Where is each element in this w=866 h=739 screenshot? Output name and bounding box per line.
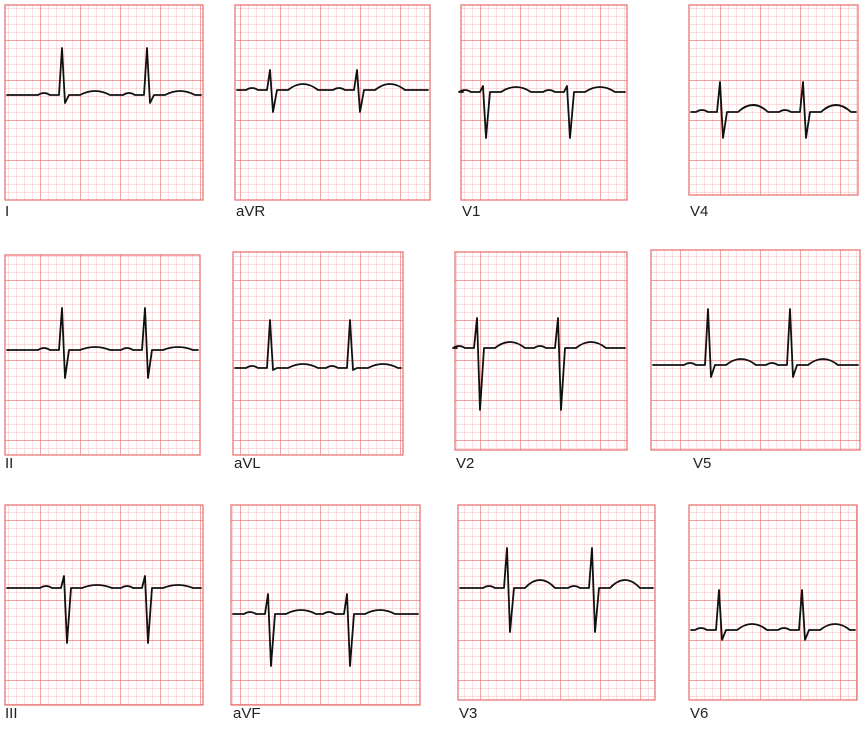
ecg-grid [4, 254, 201, 456]
lead-panel: V4 [688, 4, 859, 220]
ecg-grid [4, 504, 204, 706]
ecg-grid [4, 4, 204, 201]
ecg-trace [234, 319, 402, 371]
lead-panel: aVL [232, 251, 404, 472]
lead-label: aVL [234, 455, 261, 472]
lead-label: III [5, 705, 18, 722]
ecg-grid [230, 504, 421, 706]
lead-label: aVR [236, 203, 265, 220]
lead-panel: V5 [650, 249, 861, 472]
lead-label: V6 [690, 705, 708, 722]
ecg-trace [690, 589, 856, 641]
lead-label: V4 [690, 203, 708, 220]
lead-label: II [5, 455, 13, 472]
ecg-trace [236, 69, 429, 113]
lead-panel: V2 [452, 251, 628, 472]
ecg-trace [690, 81, 857, 139]
ecg-trace [6, 47, 202, 104]
lead-label: V3 [459, 705, 477, 722]
lead-label: aVF [233, 705, 261, 722]
ecg-grid [232, 251, 404, 456]
ecg-trace [6, 575, 202, 644]
ecg-grid [650, 249, 861, 451]
lead-panel: III [4, 504, 204, 722]
ecg-trace [459, 547, 654, 633]
lead-panel: aVF [230, 504, 421, 722]
lead-panel: V1 [458, 4, 628, 220]
ecg-trace [458, 85, 626, 139]
ecg-grid [454, 251, 628, 451]
lead-panel: V3 [457, 504, 656, 722]
lead-panel: V6 [688, 504, 858, 722]
lead-panel: I [4, 4, 204, 220]
ecg-grid [234, 4, 431, 201]
ecg-grid [457, 504, 656, 701]
lead-label: V5 [693, 455, 711, 472]
ecg-trace [6, 307, 199, 379]
ecg-trace [652, 308, 859, 378]
lead-panel: II [4, 254, 201, 472]
ecg-grid [460, 4, 628, 201]
lead-label: V2 [456, 455, 474, 472]
ecg-grid [688, 4, 859, 196]
lead-label: I [5, 203, 9, 220]
lead-label: V1 [462, 203, 480, 220]
ecg-grid [688, 504, 858, 701]
ecg-trace [452, 317, 626, 411]
lead-panel: aVR [234, 4, 431, 220]
ecg-trace [232, 593, 419, 667]
